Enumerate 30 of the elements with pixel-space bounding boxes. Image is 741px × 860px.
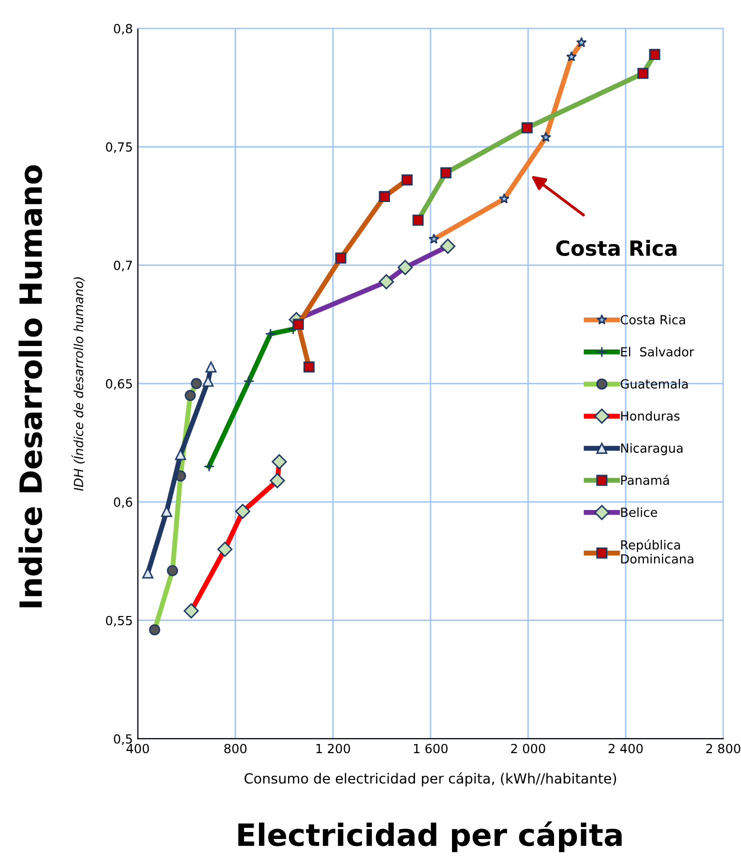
x-axis-title: Consumo de electricidad per cápita, (kWh//habitante) [244,772,616,786]
point [205,361,217,373]
x-tick-label: 1 200 [316,744,350,754]
legend-label: Panamá [621,474,669,485]
y-tick-label: 0,75 [106,142,132,153]
legend-label: República Dominicana [621,539,694,564]
legend-label: Costa Rica [620,314,685,324]
point [142,567,154,579]
y-tick-label: 0,65 [106,379,132,390]
y-tick-label: 0,55 [106,616,132,627]
point [174,449,186,460]
annotation: Costa Rica [556,240,676,256]
x-tick-label: 1 600 [414,744,448,754]
x-tick-label: 800 [224,744,246,754]
y-tick-label: 0,5 [114,734,132,745]
x-tick-label: 400 [126,744,149,754]
legend-label: Guatemala [620,378,688,389]
x-tick-label: 2 800 [706,744,740,754]
x-tick-label: 2 000 [511,744,546,754]
x-tick-label: 2 400 [608,744,643,754]
y-axis-title: IDH (Índice de desarrollo humano) [72,277,85,491]
text: Electricidad per cápita [238,821,622,852]
legend-label: Nicaragua [621,443,683,456]
y-tick-label: 0,7 [114,260,132,272]
legend-label: Belice [621,507,658,518]
legend-label: El Salvador [621,346,694,357]
y-tick-label: 0,6 [114,497,132,508]
legend-label: Honduras [621,411,680,421]
text: Indice Desarrollo Humano [18,165,42,608]
y-tick-label: 0,8 [114,24,132,35]
